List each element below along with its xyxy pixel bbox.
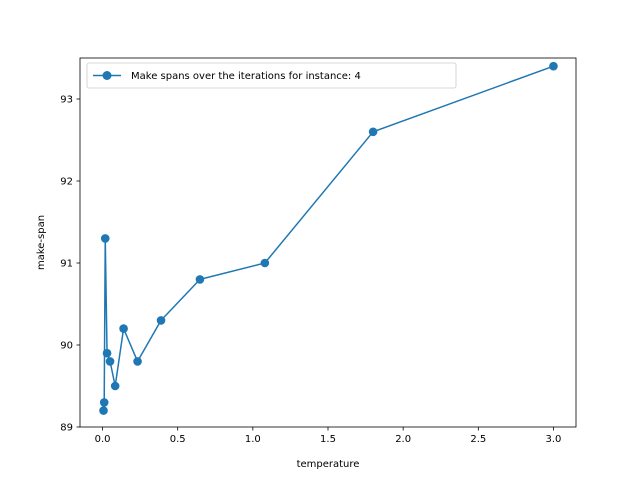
y-tick-label: 90 xyxy=(60,341,73,352)
data-point xyxy=(99,398,109,407)
data-point xyxy=(105,357,115,366)
legend-box xyxy=(86,62,457,89)
y-tick-label: 92 xyxy=(60,177,73,188)
plot-area xyxy=(80,58,576,427)
data-point xyxy=(110,381,120,391)
y-tick-label: 93 xyxy=(60,95,73,106)
data-point xyxy=(119,324,128,333)
data-point xyxy=(100,234,110,243)
x-tick-label: 0.5 xyxy=(170,434,186,445)
y-tick-label: 91 xyxy=(60,259,73,270)
legend: Make spans over the iterations for insta… xyxy=(86,62,457,89)
plot-frame xyxy=(79,57,577,428)
y-axis-ticks: 89 90 91 92 93 xyxy=(60,95,80,434)
series-layer xyxy=(99,61,558,415)
x-tick-label: 3.0 xyxy=(546,434,562,445)
x-axis-label: temperature xyxy=(297,459,360,470)
data-point xyxy=(195,275,205,284)
y-tick-label: 89 xyxy=(60,423,73,434)
y-axis-label: make-span xyxy=(36,215,47,270)
data-point xyxy=(133,357,142,366)
data-point xyxy=(368,127,378,137)
data-point xyxy=(102,348,112,358)
x-tick-label: 2.5 xyxy=(470,434,486,445)
data-point xyxy=(260,258,270,268)
x-axis-ticks: 0.0 0.5 1.0 1.5 2.0 2.5 3.0 xyxy=(95,427,562,445)
x-tick-label: 1.5 xyxy=(320,434,336,445)
x-tick-label: 1.0 xyxy=(245,434,261,445)
legend-marker-swatch xyxy=(102,71,112,80)
x-tick-label: 0.0 xyxy=(95,434,111,445)
data-point xyxy=(549,61,558,71)
legend-label: Make spans over the iterations for insta… xyxy=(131,71,361,82)
data-point xyxy=(156,316,166,325)
x-tick-label: 2.0 xyxy=(395,434,411,445)
data-point xyxy=(99,406,108,415)
